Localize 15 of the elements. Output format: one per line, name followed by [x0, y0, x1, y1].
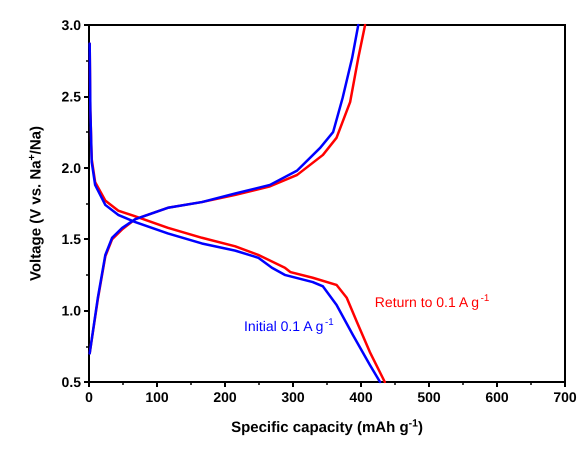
y-tick-label: 2.5 — [62, 88, 82, 104]
x-tick-label: 600 — [485, 389, 509, 405]
y-tick-label: 3.0 — [62, 17, 82, 33]
x-tick-label: 0 — [85, 389, 94, 405]
x-tick-label: 400 — [349, 389, 373, 405]
y-tick-label: 2.0 — [62, 160, 82, 176]
x-tick-label: 300 — [281, 389, 305, 405]
x-tick-label: 700 — [553, 389, 577, 405]
y-tick-label: 1.5 — [62, 231, 82, 248]
x-tick-label: 200 — [213, 389, 237, 405]
x-tick-label: 100 — [145, 389, 169, 405]
y-tick-label: 0.5 — [62, 374, 82, 390]
x-tick-label: 500 — [417, 389, 441, 405]
y-tick-label: 1.0 — [62, 302, 82, 319]
y-axis-title: Voltage (V vs. Na+/Na) — [26, 126, 44, 282]
